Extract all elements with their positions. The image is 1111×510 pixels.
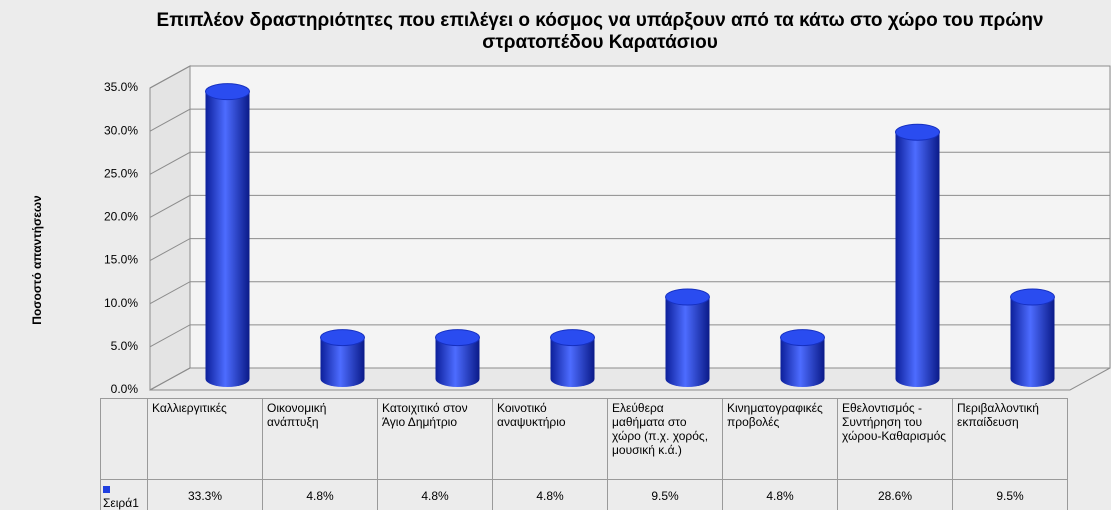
bar-top <box>895 123 940 141</box>
value-label: 4.8% <box>722 479 838 510</box>
value-label: 9.5% <box>952 479 1068 510</box>
bar-top <box>780 329 825 347</box>
grid-line <box>149 151 1110 175</box>
value-label: 28.6% <box>837 479 953 510</box>
grid-line <box>149 238 1110 262</box>
legend-label: Σειρά1 <box>103 496 139 510</box>
chart-title: Επιπλέον δραστηριότητες που επιλέγει ο κ… <box>156 10 1044 53</box>
empty-cell <box>100 398 148 480</box>
bar <box>895 132 940 387</box>
bar <box>780 337 825 387</box>
bar-top <box>665 288 710 306</box>
bar-top <box>550 329 595 347</box>
category-row: Καλλιεργιτικές Οικονομική ανάπτυξη Κατοιχι… <box>100 398 1068 480</box>
value-label: 4.8% <box>492 479 608 510</box>
bar-top <box>320 329 365 347</box>
category-label: Κινηματογραφικές προβολές <box>722 398 838 480</box>
bar <box>665 297 710 387</box>
category-label: Κατοιχιτικό στον Άγιο Δημήτριο <box>377 398 493 480</box>
bar <box>550 337 595 387</box>
data-table: Καλλιεργιτικές Οικονομική ανάπτυξη Κατοιχι… <box>100 398 1068 510</box>
bar <box>1010 297 1055 387</box>
grid-line <box>149 194 1110 218</box>
grid-line <box>149 108 1110 132</box>
y-tick-label: 25.0% <box>104 166 138 180</box>
value-label: 4.8% <box>377 479 493 510</box>
y-tick-label: 5.0% <box>111 339 139 353</box>
value-row: Σειρά1 33.3% 4.8% 4.8% 4.8% 9.5% 4.8% 28.6% 9.5% <box>100 479 1068 510</box>
back-wall <box>189 65 1111 369</box>
value-label: 9.5% <box>607 479 723 510</box>
y-tick-label: 10.0% <box>104 296 138 310</box>
bar-top <box>435 329 480 347</box>
side-wall <box>149 65 191 391</box>
bar-top <box>205 83 250 101</box>
legend-swatch <box>103 486 110 493</box>
grid-line <box>149 324 1110 348</box>
y-tick-label: 0.0% <box>111 382 139 396</box>
grid-line <box>149 281 1110 305</box>
legend-cell: Σειρά1 <box>100 479 148 510</box>
value-label: 4.8% <box>262 479 378 510</box>
category-label: Οικονομική ανάπτυξη <box>262 398 378 480</box>
category-label: Ελεύθερα μαθήματα στο χώρο (π.χ. χορός, … <box>607 398 723 480</box>
y-tick-label: 15.0% <box>104 253 138 267</box>
bar <box>320 337 365 387</box>
category-label: Κοινοτικό αναψυκτήριο <box>492 398 608 480</box>
y-tick-label: 35.0% <box>104 80 138 94</box>
bar <box>435 337 480 387</box>
category-label: Εθελοντισμός - Συντήρηση του χώρου-Καθαρ… <box>837 398 953 480</box>
y-tick-label: 20.0% <box>104 210 138 224</box>
grid-line <box>149 65 1110 89</box>
category-label: Περιβαλλοντική εκπαίδευση <box>952 398 1068 480</box>
y-tick-label: 30.0% <box>104 123 138 137</box>
value-label: 33.3% <box>147 479 263 510</box>
bar <box>205 91 250 387</box>
bar-top <box>1010 288 1055 306</box>
category-label: Καλλιεργιτικές <box>147 398 263 480</box>
floor <box>149 367 1111 391</box>
y-axis-title: Ποσοστό απαντήσεων <box>30 195 44 325</box>
